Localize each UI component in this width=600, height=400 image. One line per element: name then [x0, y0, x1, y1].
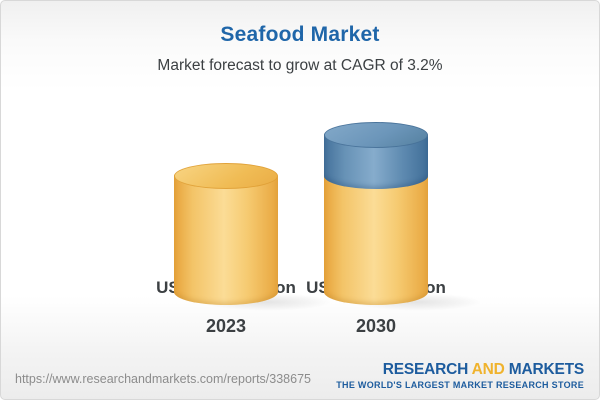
cylinder-2030 — [324, 122, 428, 305]
cylinder-2030-base-body — [324, 176, 428, 305]
page-title: Seafood Market — [220, 23, 380, 46]
research-and-markets-logo: RESEARCH AND MARKETS THE WORLD'S LARGEST… — [336, 360, 584, 390]
cylinder-2023 — [174, 163, 278, 305]
cylinder-2030-top-ellipse — [324, 122, 428, 148]
logo-tagline: THE WORLD'S LARGEST MARKET RESEARCH STOR… — [336, 380, 584, 390]
source-url: https://www.researchandmarkets.com/repor… — [15, 372, 311, 386]
logo-wordmark: RESEARCH AND MARKETS — [336, 360, 584, 378]
chart-header: Seafood Market Market forecast to grow a… — [1, 1, 599, 75]
logo-word-markets: MARKETS — [508, 360, 584, 378]
cylinder-2023-base-body — [174, 176, 278, 305]
page-subtitle: Market forecast to grow at CAGR of 3.2% — [157, 57, 443, 74]
logo-word-research: RESEARCH — [382, 360, 469, 378]
cylinder-2023-top-ellipse — [174, 163, 278, 189]
category-label-2023: 2023 — [205, 316, 247, 336]
logo-word-and: AND — [471, 360, 505, 378]
category-label-2030: 2030 — [355, 316, 397, 336]
